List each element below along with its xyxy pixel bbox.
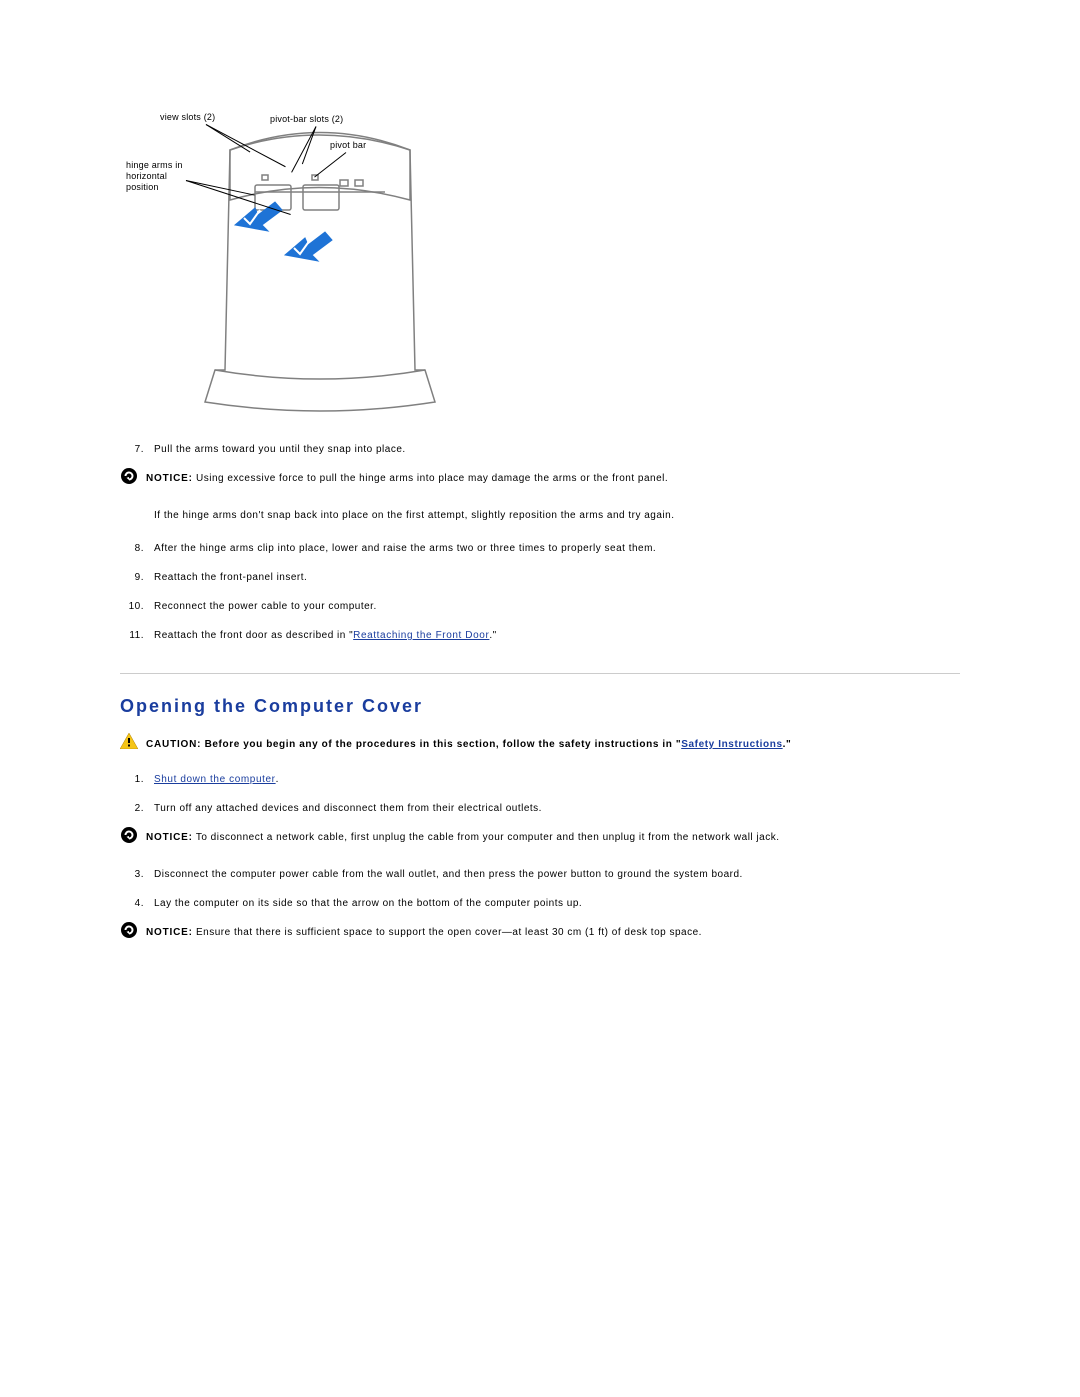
step-1: 1. Shut down the computer. bbox=[120, 770, 960, 789]
link-reattaching-front-door[interactable]: Reattaching the Front Door bbox=[353, 630, 489, 641]
step-text: Reattach the front door as described in … bbox=[154, 626, 497, 645]
step-text-b: ." bbox=[489, 630, 496, 641]
step-text: Turn off any attached devices and discon… bbox=[154, 799, 542, 818]
notice-icon bbox=[120, 921, 140, 946]
section1-body: 7. Pull the arms toward you until they s… bbox=[120, 440, 960, 645]
caution-label: CAUTION: bbox=[146, 739, 201, 750]
notice-text: NOTICE: Using excessive force to pull th… bbox=[146, 469, 960, 488]
notice-1: NOTICE: Using excessive force to pull th… bbox=[120, 469, 960, 492]
notice-icon bbox=[120, 467, 140, 492]
notice-body: Using excessive force to pull the hinge … bbox=[196, 473, 668, 484]
caution-text: CAUTION: Before you begin any of the pro… bbox=[146, 735, 960, 754]
notice-text: NOTICE: Ensure that there is sufficient … bbox=[146, 923, 960, 942]
document-page: view slots (2) pivot-bar slots (2) pivot… bbox=[0, 0, 1080, 1397]
caution-row: CAUTION: Before you begin any of the pro… bbox=[120, 735, 960, 756]
step-text-after: . bbox=[276, 774, 279, 785]
step-number: 7. bbox=[120, 440, 144, 459]
label-pivot-bar: pivot bar bbox=[330, 140, 366, 151]
step-2: 2. Turn off any attached devices and dis… bbox=[120, 799, 960, 818]
caution-body-a: Before you begin any of the procedures i… bbox=[205, 739, 682, 750]
step-text: After the hinge arms clip into place, lo… bbox=[154, 539, 656, 558]
step-number: 11. bbox=[120, 626, 144, 645]
step-number: 3. bbox=[120, 865, 144, 884]
step-text: Reconnect the power cable to your comput… bbox=[154, 597, 377, 616]
notice-label: NOTICE: bbox=[146, 473, 193, 484]
step-number: 4. bbox=[120, 894, 144, 913]
device-illustration bbox=[200, 120, 500, 440]
step-number: 1. bbox=[120, 770, 144, 789]
step-text: Pull the arms toward you until they snap… bbox=[154, 440, 406, 459]
hinge-diagram: view slots (2) pivot-bar slots (2) pivot… bbox=[120, 0, 520, 440]
step-4: 4. Lay the computer on its side so that … bbox=[120, 894, 960, 913]
notice-3: NOTICE: Ensure that there is sufficient … bbox=[120, 923, 960, 946]
step-text: Disconnect the computer power cable from… bbox=[154, 865, 743, 884]
step-number: 9. bbox=[120, 568, 144, 587]
step-number: 8. bbox=[120, 539, 144, 558]
caution-body-b: ." bbox=[783, 739, 792, 750]
link-shut-down-computer[interactable]: Shut down the computer bbox=[154, 774, 276, 785]
caution-icon bbox=[120, 733, 140, 756]
notice-text: NOTICE: To disconnect a network cable, f… bbox=[146, 828, 960, 847]
step-number: 2. bbox=[120, 799, 144, 818]
notice-label: NOTICE: bbox=[146, 832, 193, 843]
label-hinge-arms: hinge arms in horizontal position bbox=[126, 160, 183, 192]
step-7: 7. Pull the arms toward you until they s… bbox=[120, 440, 960, 459]
notice-icon bbox=[120, 826, 140, 851]
step-10: 10. Reconnect the power cable to your co… bbox=[120, 597, 960, 616]
step-11: 11. Reattach the front door as described… bbox=[120, 626, 960, 645]
section2-body: CAUTION: Before you begin any of the pro… bbox=[120, 735, 960, 946]
step-number: 10. bbox=[120, 597, 144, 616]
section-divider bbox=[120, 673, 960, 674]
step-9: 9. Reattach the front-panel insert. bbox=[120, 568, 960, 587]
label-view-slots: view slots (2) bbox=[160, 112, 215, 123]
notice-label: NOTICE: bbox=[146, 927, 193, 938]
notice-2: NOTICE: To disconnect a network cable, f… bbox=[120, 828, 960, 851]
step-text: Lay the computer on its side so that the… bbox=[154, 894, 582, 913]
step-text: Reattach the front-panel insert. bbox=[154, 568, 307, 587]
link-safety-instructions[interactable]: Safety Instructions bbox=[681, 739, 782, 750]
label-pivot-bar-slots: pivot-bar slots (2) bbox=[270, 114, 343, 125]
note-after-notice1: If the hinge arms don't snap back into p… bbox=[154, 506, 960, 525]
notice-body: To disconnect a network cable, first unp… bbox=[196, 832, 780, 843]
section-heading: Opening the Computer Cover bbox=[120, 696, 960, 717]
step-8: 8. After the hinge arms clip into place,… bbox=[120, 539, 960, 558]
notice-body: Ensure that there is sufficient space to… bbox=[196, 927, 702, 938]
step-text: Shut down the computer. bbox=[154, 770, 279, 789]
step-text-a: Reattach the front door as described in … bbox=[154, 630, 353, 641]
step-3: 3. Disconnect the computer power cable f… bbox=[120, 865, 960, 884]
